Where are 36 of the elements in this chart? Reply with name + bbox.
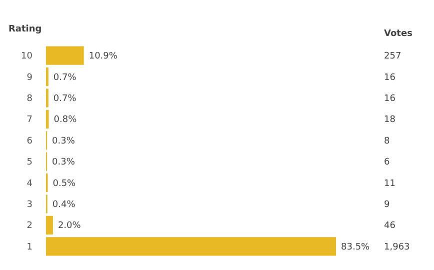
bar <box>46 46 84 65</box>
y-tick-label: 7 <box>26 115 32 126</box>
text: 16 <box>384 72 396 83</box>
data-label: 0.8% <box>54 115 78 126</box>
y-tick-label: 2 <box>26 221 32 232</box>
text: Votes <box>384 29 412 39</box>
y-tick-label: 8 <box>26 94 33 104</box>
data-label: 0.4% <box>52 200 76 210</box>
y-tick-label: 6 <box>26 136 33 146</box>
data-label: 0.3% <box>52 136 76 146</box>
y-tick-label: 3 <box>26 200 32 210</box>
data-label: 0.7% <box>53 94 77 104</box>
text: 9 <box>384 200 390 210</box>
y-axis-title: Rating <box>8 24 42 34</box>
y-tick-label: 4 <box>26 178 33 189</box>
text: 8 <box>384 136 390 146</box>
text: 46 <box>384 221 396 232</box>
y-tick-label: 1 <box>26 242 32 252</box>
text: 1,963 <box>384 242 410 252</box>
y-tick-label: 5 <box>26 158 32 168</box>
text: 257 <box>384 52 402 62</box>
data-label: 0.5% <box>52 178 76 189</box>
bar <box>46 110 49 129</box>
text: 11 <box>384 178 396 189</box>
data-label: 0.7% <box>53 72 77 83</box>
data-label: 0.3% <box>52 158 76 168</box>
text: 16 <box>384 94 396 104</box>
data-label: 2.0% <box>58 221 82 232</box>
text: 6 <box>384 158 390 168</box>
data-label: 10.9% <box>88 52 118 62</box>
bar <box>46 216 53 235</box>
text: 18 <box>384 115 396 126</box>
y-tick-label: 10 <box>21 52 33 62</box>
y-tick-label: 9 <box>26 72 33 83</box>
data-label: 83.5% <box>341 242 370 252</box>
bar <box>46 237 336 256</box>
